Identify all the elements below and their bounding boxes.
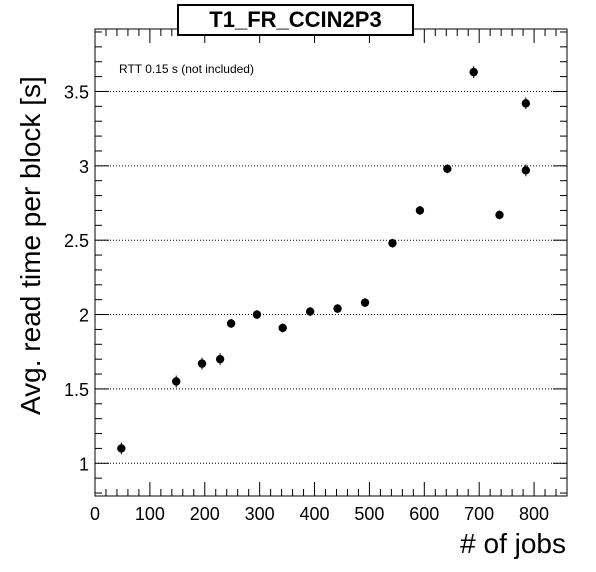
y-axis-label: Avg. read time per block [s] (15, 76, 46, 415)
data-point (333, 304, 342, 313)
y-tick-label: 1.5 (64, 380, 89, 400)
chart-annotation: RTT 0.15 s (not included) (119, 62, 254, 76)
data-point (278, 323, 287, 333)
data-point (215, 354, 225, 364)
data-point (388, 238, 397, 248)
x-tick-label: 400 (300, 504, 330, 524)
x-tick-label: 500 (354, 504, 384, 524)
data-point (252, 310, 262, 319)
y-tick-label: 3 (79, 157, 89, 177)
data-point (495, 210, 504, 220)
x-tick-label: 700 (464, 504, 494, 524)
y-tick-label: 2 (79, 306, 89, 326)
y-tick-label: 2.5 (64, 231, 89, 251)
x-tick-label: 0 (90, 504, 100, 524)
data-point (443, 164, 452, 174)
data-point (360, 298, 370, 307)
x-axis-label: # of jobs (460, 528, 566, 559)
x-tick-label: 200 (190, 504, 220, 524)
data-point (172, 377, 181, 386)
data-point (521, 166, 531, 175)
data-point (305, 307, 315, 316)
x-tick-label: 800 (519, 504, 549, 524)
data-point (197, 359, 207, 368)
chart-title: T1_FR_CCIN2P3 (177, 4, 414, 36)
data-point (469, 67, 478, 77)
data-point (521, 99, 531, 108)
x-tick-label: 300 (245, 504, 275, 524)
data-point (415, 206, 425, 215)
y-tick-label: 3.5 (64, 82, 89, 102)
data-point (117, 444, 126, 453)
x-tick-label: 100 (135, 504, 165, 524)
data-point (226, 319, 236, 328)
y-tick-label: 1 (79, 454, 89, 474)
x-tick-label: 600 (409, 504, 439, 524)
plot-frame (94, 28, 568, 497)
